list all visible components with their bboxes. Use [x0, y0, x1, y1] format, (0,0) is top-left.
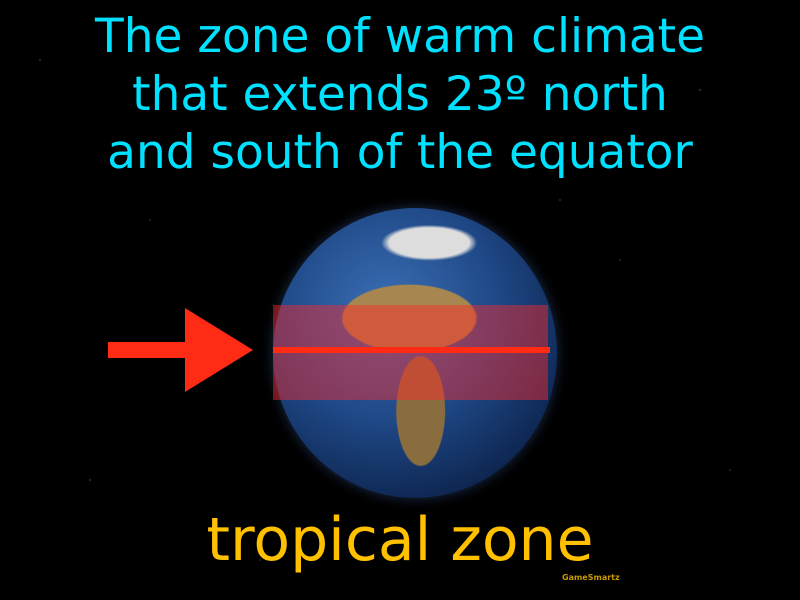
equator-line	[273, 347, 550, 353]
arrow-right-icon	[108, 308, 253, 392]
watermark-logo: GameSmartz	[562, 573, 620, 582]
definition-line: and south of the equator	[107, 125, 693, 180]
term-title: tropical zone	[206, 505, 594, 575]
definition-line: that extends 23º north	[132, 67, 668, 122]
definition-text: The zone of warm climate that extends 23…	[0, 8, 800, 182]
definition-line: The zone of warm climate	[94, 9, 705, 64]
earth-globe	[273, 208, 557, 498]
